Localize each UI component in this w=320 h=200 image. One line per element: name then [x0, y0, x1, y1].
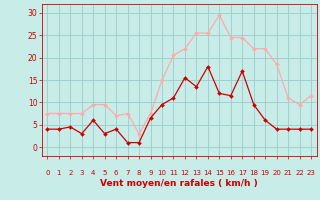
- X-axis label: Vent moyen/en rafales ( km/h ): Vent moyen/en rafales ( km/h ): [100, 179, 258, 188]
